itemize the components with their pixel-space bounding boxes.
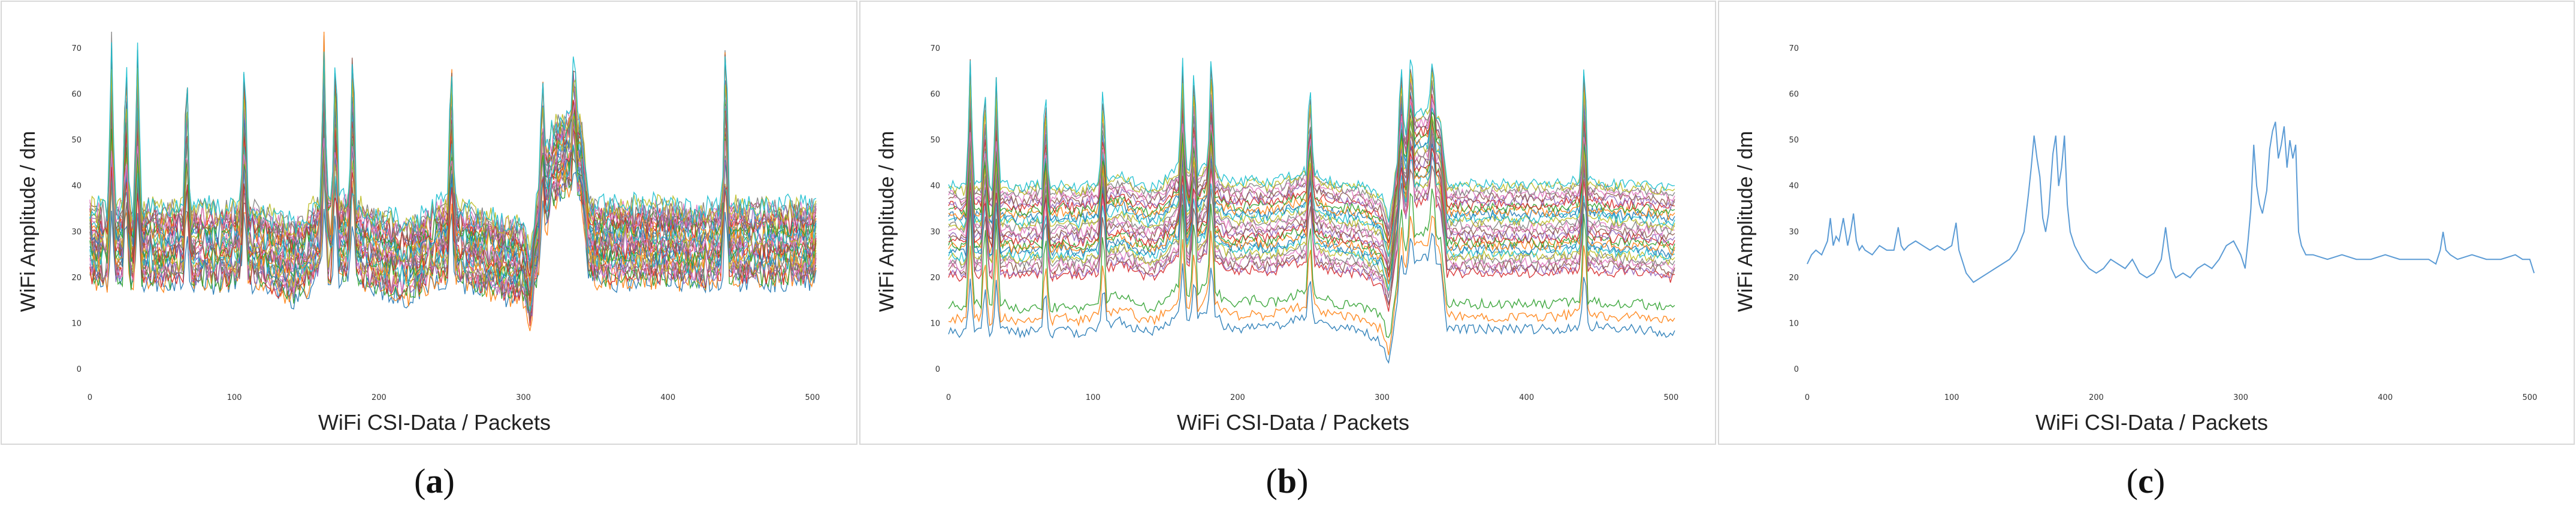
x-axis-label: WiFi CSI-Data / Packets — [1177, 410, 1409, 435]
x-axis-label: WiFi CSI-Data / Packets — [2036, 410, 2268, 435]
series-line — [1807, 122, 2535, 283]
y-axis-label: WiFi Amplitude / dm — [875, 131, 898, 312]
caption-close: ) — [443, 462, 455, 500]
plot-area: 0 100 200 300 400 500 0 10 20 30 40 50 60 70 — [71, 31, 820, 402]
x-tick-label: 0 — [1805, 393, 1810, 402]
y-axis-label: WiFi Amplitude / dm — [17, 131, 40, 312]
x-tick-label: 0 — [946, 393, 951, 402]
y-tick-label: 60 — [71, 90, 81, 99]
series-line — [948, 188, 1675, 338]
y-tick-label: 10 — [1789, 319, 1799, 328]
y-tick-label: 30 — [1789, 227, 1799, 236]
y-tick-label: 50 — [71, 136, 81, 145]
caption-open: ( — [414, 462, 426, 500]
y-tick-label: 60 — [1789, 90, 1799, 99]
series-line — [948, 131, 1675, 264]
y-tick-label: 30 — [71, 227, 81, 236]
y-tick-label: 60 — [930, 90, 940, 99]
series-line — [89, 96, 817, 261]
caption-b: (b) — [1227, 461, 1347, 501]
plot-area: 0 100 200 300 400 500 0 10 20 30 40 50 60 70 — [1789, 44, 2537, 402]
series-line — [948, 145, 1675, 278]
y-tick-label: 40 — [71, 182, 81, 191]
series-line — [948, 215, 1675, 356]
x-tick-label: 100 — [1086, 393, 1101, 402]
series-line — [948, 232, 1675, 364]
y-tick-label: 70 — [930, 44, 940, 53]
y-tick-label: 70 — [71, 44, 81, 53]
series-line — [948, 80, 1675, 230]
x-tick-label: 200 — [372, 393, 386, 402]
plot-frame — [1718, 1, 2575, 445]
caption-open: ( — [2126, 462, 2139, 500]
chart-b: 0 100 200 300 400 500 0 10 20 30 40 50 60 70 WiFi CSI… — [859, 1, 1716, 445]
y-tick-label: 10 — [930, 319, 940, 328]
y-tick-label: 20 — [71, 274, 81, 283]
y-tick-label: 50 — [930, 136, 940, 145]
x-axis-label: WiFi CSI-Data / Packets — [318, 410, 551, 435]
caption-a: (a) — [375, 461, 494, 501]
panel-b: 0 100 200 300 400 500 0 10 20 30 40 50 60 70 WiFi CSI… — [859, 0, 1717, 531]
caption-open: ( — [1266, 462, 1278, 500]
plot-area: 0 100 200 300 400 500 0 10 20 30 40 50 60 70 — [930, 44, 1678, 402]
y-tick-label: 20 — [930, 274, 940, 283]
caption-letter: c — [2138, 462, 2154, 500]
panel-c: 0 100 200 300 400 500 0 10 20 30 40 50 60 70 WiFi CSI… — [1717, 0, 2576, 531]
y-tick-label: 30 — [930, 227, 940, 236]
y-tick-label: 0 — [77, 365, 81, 374]
series-line — [948, 57, 1675, 223]
x-tick-label: 200 — [1230, 393, 1245, 402]
caption-letter: b — [1277, 462, 1297, 500]
series-line — [948, 143, 1675, 284]
x-tick-label: 400 — [660, 393, 675, 402]
y-tick-label: 0 — [1794, 365, 1799, 374]
y-tick-label: 40 — [1789, 182, 1799, 191]
chart-a: 0 100 200 300 400 500 0 10 20 30 40 50 60 70 WiFi CSI… — [1, 1, 857, 445]
x-tick-label: 500 — [2522, 393, 2537, 402]
x-tick-label: 200 — [2089, 393, 2104, 402]
y-tick-label: 10 — [71, 319, 81, 328]
y-tick-label: 40 — [930, 182, 940, 191]
x-tick-label: 500 — [805, 393, 820, 402]
x-tick-label: 400 — [1519, 393, 1534, 402]
series-line — [89, 42, 817, 262]
caption-c: (c) — [2086, 461, 2206, 501]
x-tick-label: 300 — [516, 393, 531, 402]
caption-letter: a — [425, 462, 443, 500]
x-tick-label: 100 — [227, 393, 242, 402]
chart-c: 0 100 200 300 400 500 0 10 20 30 40 50 60 70 WiFi CSI… — [1718, 1, 2575, 445]
y-tick-label: 50 — [1789, 136, 1799, 145]
y-tick-label: 70 — [1789, 44, 1799, 53]
x-tick-label: 300 — [2233, 393, 2248, 402]
x-tick-label: 300 — [1375, 393, 1390, 402]
y-tick-label: 0 — [935, 365, 940, 374]
y-tick-label: 20 — [1789, 274, 1799, 283]
y-axis-label: WiFi Amplitude / dm — [1734, 131, 1757, 312]
x-tick-label: 100 — [1944, 393, 1959, 402]
caption-close: ) — [1297, 462, 1309, 500]
x-tick-label: 400 — [2378, 393, 2393, 402]
caption-close: ) — [2153, 462, 2166, 500]
x-tick-label: 500 — [1663, 393, 1678, 402]
panel-a: 0 100 200 300 400 500 0 10 20 30 40 50 60 70 WiFi CSI… — [0, 0, 859, 531]
x-tick-label: 0 — [87, 393, 92, 402]
